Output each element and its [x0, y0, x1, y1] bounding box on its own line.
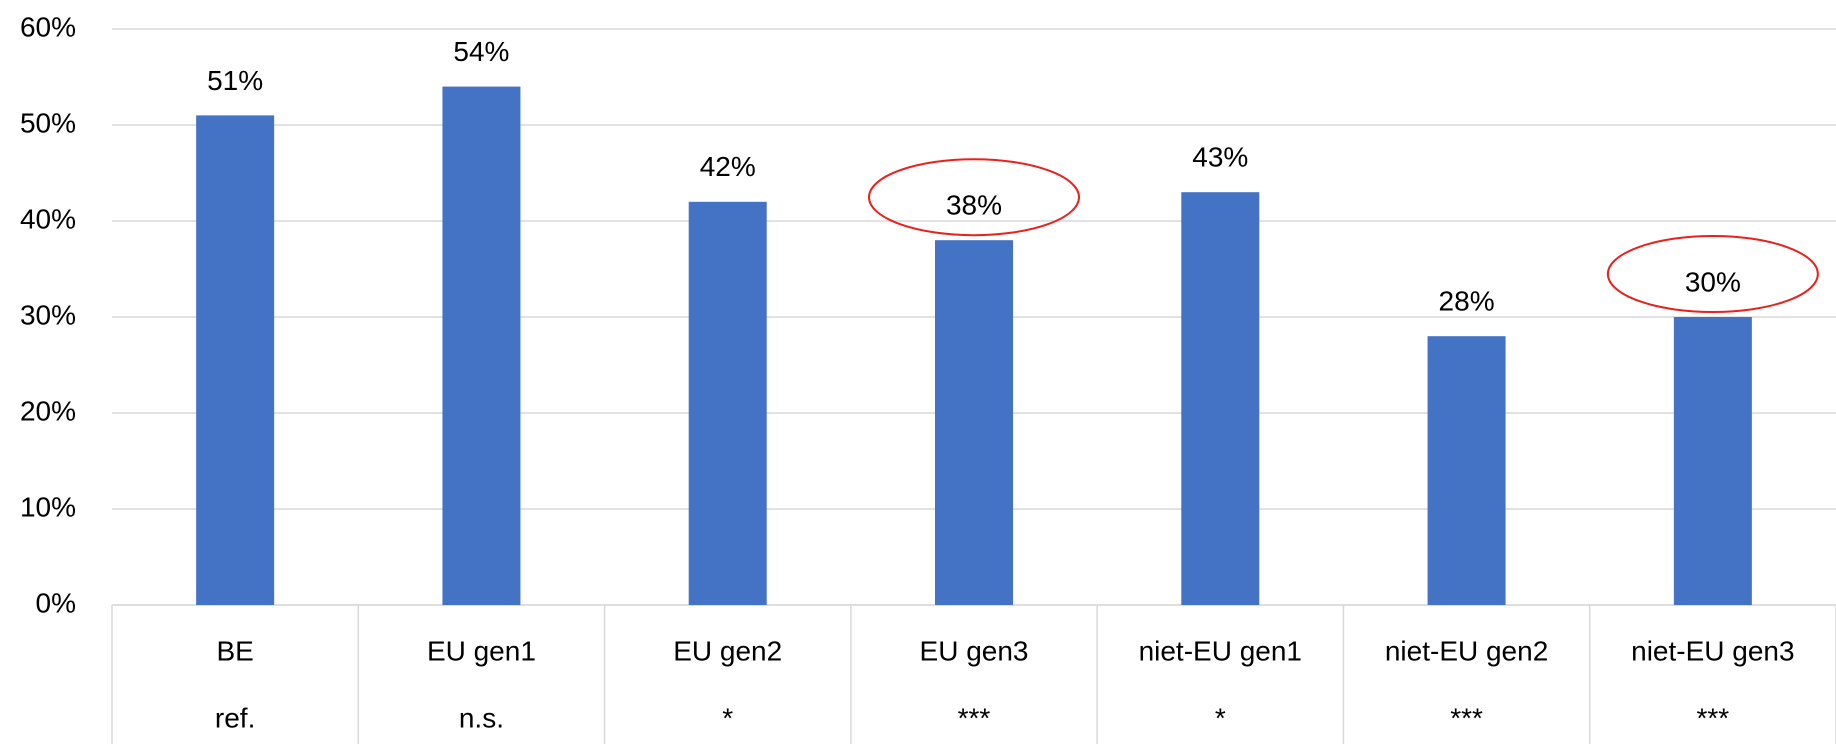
y-tick-label: 50% — [20, 107, 76, 138]
data-label: 28% — [1439, 286, 1495, 317]
significance-label: n.s. — [459, 702, 504, 733]
y-tick-label: 20% — [20, 395, 76, 426]
significance-label: * — [722, 702, 733, 733]
significance-label: ref. — [215, 702, 255, 733]
y-tick-label: 40% — [20, 203, 76, 234]
data-label: 38% — [946, 190, 1002, 221]
significance-label: *** — [1450, 702, 1483, 733]
bar — [1181, 192, 1260, 605]
significance-label: *** — [1697, 702, 1730, 733]
bar — [442, 86, 521, 606]
y-tick-label: 60% — [20, 11, 76, 42]
x-tick-label: EU gen1 — [427, 635, 536, 666]
significance-label: * — [1215, 702, 1226, 733]
bar — [688, 201, 767, 606]
bar — [196, 115, 275, 606]
highlight-ellipse — [1606, 235, 1819, 313]
data-label: 43% — [1192, 142, 1248, 173]
y-tick-label: 10% — [20, 491, 76, 522]
data-label: 54% — [453, 36, 509, 67]
bar — [935, 240, 1013, 605]
x-tick-label: niet-EU gen1 — [1139, 635, 1302, 666]
data-label: 42% — [700, 151, 756, 182]
bar — [1427, 336, 1506, 605]
x-tick-label: niet-EU gen2 — [1385, 635, 1548, 666]
data-label: 30% — [1685, 266, 1741, 297]
data-label: 51% — [207, 65, 263, 96]
highlight-ellipse — [868, 158, 1080, 237]
x-tick-label: EU gen2 — [673, 635, 782, 666]
y-tick-label: 30% — [20, 299, 76, 330]
bar — [1673, 317, 1752, 605]
x-tick-label: EU gen3 — [920, 635, 1029, 666]
x-tick-label: niet-EU gen3 — [1631, 635, 1794, 666]
significance-label: *** — [958, 702, 991, 733]
x-tick-label: BE — [216, 635, 253, 666]
y-tick-label: 0% — [36, 587, 76, 618]
